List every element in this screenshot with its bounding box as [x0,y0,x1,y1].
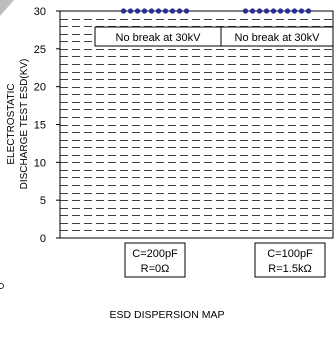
y-tick-label: 5 [40,195,46,207]
data-point [256,8,263,14]
x-axis-label: ESD DISPERSION MAP [109,309,225,321]
y-axis-label-line2: DISCHARGE TEST ESD(KV) [19,59,30,190]
data-point [148,8,155,14]
category-right-line2: R=1.5kΩ [268,263,311,275]
data-point [120,8,127,14]
edge-mark [0,283,4,289]
category-box-right: C=100pF R=1.5kΩ [254,242,326,278]
annotation-right-text: No break at 30kV [235,32,321,44]
data-point [242,8,249,14]
annotation-right: No break at 30kV [220,26,334,47]
data-point [155,8,162,14]
y-tick-label: 10 [34,157,46,169]
y-tick-label: 20 [34,82,46,94]
category-box-left: C=200pF R=0Ω [124,242,186,278]
y-tick-label: 0 [40,233,46,245]
y-tick-label: 25 [34,44,46,56]
data-point [277,8,284,14]
category-right-line1: C=100pF [267,248,313,260]
data-points [120,8,312,14]
data-point [249,8,256,14]
data-point [298,8,305,14]
data-point [176,8,183,14]
data-point [263,8,270,14]
y-tick-label: 15 [34,120,46,132]
data-point [127,8,134,14]
data-point [284,8,291,14]
y-tick-label: 30 [34,6,46,18]
data-point [305,8,312,14]
data-point [162,8,169,14]
data-point [291,8,298,14]
grid-lines [60,19,333,231]
data-point [141,8,148,14]
y-axis-ticks: 0 5 10 15 20 25 30 [34,6,60,245]
annotation-left-text: No break at 30kV [116,32,202,44]
data-point [270,8,277,14]
annotation-left: No break at 30kV [94,26,222,47]
y-axis-label-line1: ELECTROSTATIC [6,83,17,164]
data-point [169,8,176,14]
category-left-line1: C=200pF [132,248,178,260]
data-point [183,8,190,14]
category-left-line2: R=0Ω [141,263,170,275]
data-point [134,8,141,14]
corner-decoration [0,0,14,16]
